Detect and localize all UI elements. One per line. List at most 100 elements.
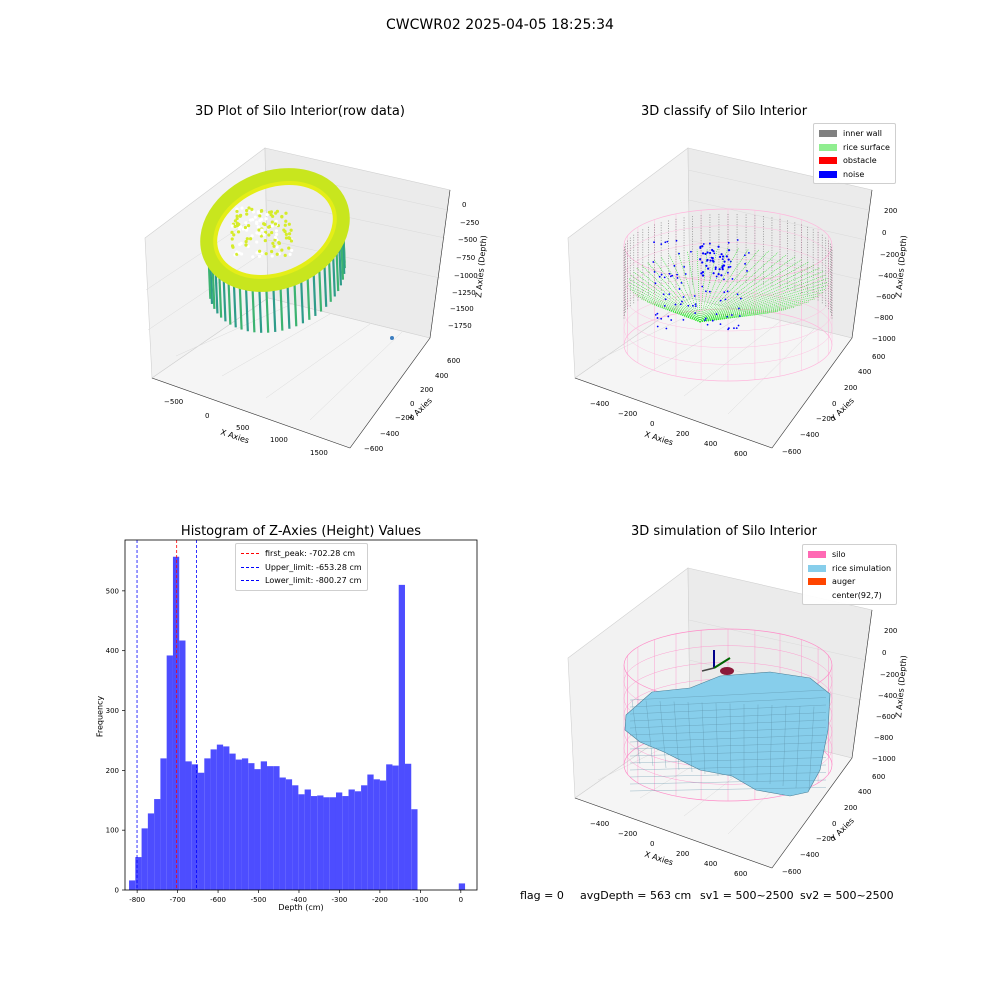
raw-ytick: 200	[420, 386, 434, 394]
classify-legend: inner wall rice surface obstacle noise	[813, 123, 896, 184]
raw-xtick: 1500	[310, 449, 328, 457]
histogram-ytick: 100	[106, 827, 119, 835]
histogram-bar	[411, 809, 418, 890]
histogram-bar	[279, 777, 286, 890]
histogram-xtick: -700	[170, 896, 186, 904]
classify-ytick: 600	[872, 353, 886, 361]
histogram-title: Histogram of Z-Axies (Height) Values	[180, 524, 422, 539]
simulation-ztick: −200	[880, 671, 900, 679]
classify-plot-axes	[567, 147, 873, 449]
avg-depth-text: avgDepth = 563 cm	[580, 889, 692, 902]
histogram-bar	[141, 828, 148, 890]
histogram-xtick: -600	[210, 896, 226, 904]
figure-title: CWCWR02 2025-04-05 18:25:34	[386, 17, 614, 33]
histogram-bar	[367, 774, 374, 890]
simulation-ztick: 0	[882, 649, 887, 657]
histogram-xtick: -800	[129, 896, 145, 904]
raw-xtick: 0	[205, 412, 210, 420]
raw-ytick: −400	[380, 430, 400, 438]
raw-ztick: −250	[460, 219, 480, 227]
legend-item: Upper_limit: -653.28 cm	[241, 561, 362, 575]
histogram-bar	[317, 795, 324, 890]
histogram-bar	[404, 763, 412, 890]
histogram-bar	[329, 797, 336, 890]
histogram-bar	[254, 769, 261, 890]
histogram-bar	[204, 758, 211, 890]
simulation-xtick: 600	[734, 870, 748, 878]
simulation-ytick: −600	[782, 868, 802, 876]
histogram-bar	[298, 794, 305, 890]
legend-swatch	[819, 130, 837, 138]
raw-ztick: −500	[458, 236, 478, 244]
histogram-xtick: -200	[372, 896, 388, 904]
raw-ytick: 600	[447, 357, 461, 365]
legend-swatch	[808, 592, 826, 599]
simulation-ytick: −400	[800, 851, 820, 859]
histogram-bar	[335, 792, 343, 890]
simulation-ytick: 600	[872, 773, 886, 781]
histogram-bar	[392, 765, 399, 890]
simulation-xtick: 400	[704, 860, 718, 868]
histogram-ytick: 300	[106, 707, 119, 715]
histogram-bar	[267, 766, 274, 890]
classify-ytick: 400	[858, 368, 872, 376]
legend-item: noise	[819, 168, 890, 182]
classify-ytick: 0	[832, 400, 837, 408]
histogram-bar	[191, 764, 199, 890]
legend-swatch	[808, 564, 826, 572]
classify-xtick: 400	[704, 440, 718, 448]
classify-ztick: −400	[878, 272, 898, 280]
histogram-bar	[304, 789, 311, 890]
histogram-bar	[323, 797, 330, 890]
raw-ytick: −600	[364, 445, 384, 453]
classify-ztick: −200	[880, 251, 900, 259]
classify-ztick: −800	[874, 314, 894, 322]
histogram-xtick: 0	[459, 896, 463, 904]
legend-item: silo	[808, 548, 891, 562]
histogram-bar	[373, 779, 380, 890]
raw-ztick: −1750	[448, 322, 472, 330]
classify-xtick: −400	[590, 400, 610, 408]
histogram-bar	[166, 655, 173, 890]
legend-item: Lower_limit: -800.27 cm	[241, 574, 362, 588]
simulation-ztick: −1000	[872, 755, 896, 763]
histogram-bar	[398, 584, 405, 890]
legend-item: first_peak: -702.28 cm	[241, 547, 362, 561]
histogram-bar	[458, 883, 466, 890]
legend-swatch	[241, 566, 259, 568]
simulation-plot-title: 3D simulation of Silo Interior	[631, 524, 817, 539]
histogram-bar	[348, 789, 355, 890]
sv2-text: sv2 = 500~2500	[800, 889, 894, 902]
raw-xtick: 1000	[270, 436, 288, 444]
histogram-ytick: 400	[106, 647, 119, 655]
histogram-bar	[241, 758, 249, 890]
flag-text: flag = 0	[520, 889, 564, 902]
raw-ztick: −750	[456, 254, 476, 262]
simulation-xtick: 0	[650, 840, 655, 848]
histogram-xtick: -400	[291, 896, 307, 904]
histogram-xtick: -500	[251, 896, 267, 904]
classify-ztick: −600	[876, 293, 896, 301]
histogram-bar	[235, 759, 242, 890]
simulation-ytick: 200	[844, 804, 858, 812]
legend-item: obstacle	[819, 154, 890, 168]
histogram-bar	[129, 880, 136, 890]
classify-ytick: 200	[844, 384, 858, 392]
legend-item: rice simulation	[808, 562, 891, 576]
histogram-bar	[172, 556, 180, 890]
classify-xtick: 200	[676, 430, 690, 438]
histogram-legend: first_peak: -702.28 cm Upper_limit: -653…	[235, 543, 368, 591]
raw-ytick: −200	[395, 414, 415, 422]
classify-ztick: 200	[884, 207, 898, 215]
histogram-bar	[147, 813, 155, 890]
histogram-bar	[216, 744, 224, 890]
histogram-bar	[210, 749, 217, 890]
histogram-bar	[310, 796, 318, 890]
legend-swatch	[808, 578, 826, 586]
sv1-text: sv1 = 500~2500	[700, 889, 794, 902]
legend-item: auger	[808, 575, 891, 589]
legend-swatch	[241, 553, 259, 555]
classify-xtick: 0	[650, 420, 655, 428]
raw-plot-axes	[144, 147, 451, 449]
raw-ytick: 400	[435, 372, 449, 380]
